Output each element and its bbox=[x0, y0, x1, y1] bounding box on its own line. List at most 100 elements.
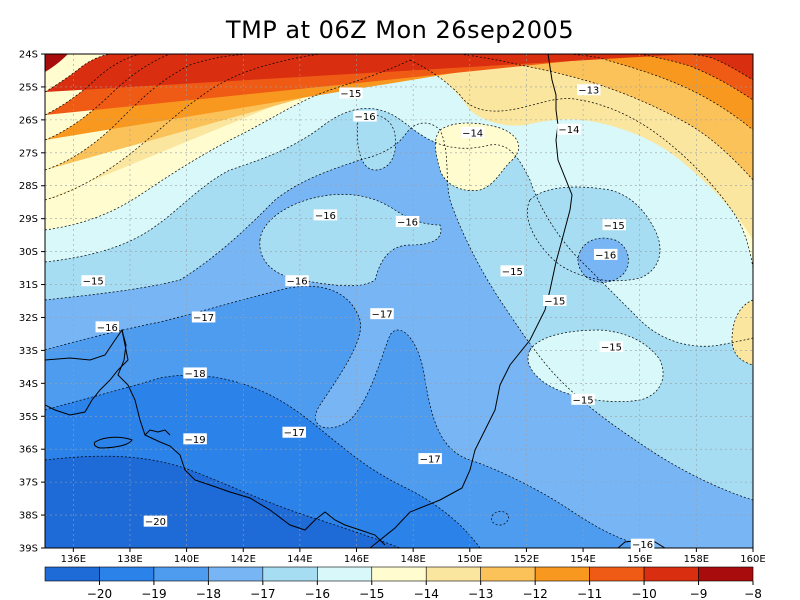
colorbar-swatch bbox=[317, 566, 373, 582]
contour-label-background bbox=[599, 341, 624, 353]
contour-label-text: −16 bbox=[354, 112, 375, 123]
colorbar-swatch bbox=[425, 566, 481, 582]
contour-label: −15 bbox=[602, 219, 626, 232]
contour-label: −16 bbox=[593, 248, 618, 261]
contour-label: −16 bbox=[313, 209, 338, 222]
contour-label-background bbox=[395, 215, 420, 227]
contour-label-text: −20 bbox=[145, 517, 166, 528]
y-tick-label: 24S bbox=[19, 50, 38, 61]
contour-line bbox=[491, 511, 509, 526]
x-tick-label: 154E bbox=[570, 554, 595, 565]
contour-line bbox=[45, 54, 171, 141]
x-tick-label: 142E bbox=[231, 554, 256, 565]
y-tick-label: 26S bbox=[19, 115, 38, 126]
latitude-axis: 24S 25S 26S 27S 28S 29S 30S 31S 32S 33S 34S 35S 36S 3… bbox=[19, 50, 45, 555]
contour-label-text: −16 bbox=[97, 323, 118, 334]
contour-label-background bbox=[370, 308, 394, 320]
colorbar-label: −19 bbox=[141, 587, 166, 600]
contour-label-background bbox=[460, 127, 485, 139]
field-pocket-minus-16-a bbox=[259, 194, 441, 286]
contour-label-background bbox=[418, 453, 442, 465]
contour-label: −16 bbox=[353, 110, 377, 123]
field-level-minus-10 bbox=[45, 54, 753, 92]
x-tick-label: 152E bbox=[514, 554, 539, 565]
contour-label-background bbox=[543, 295, 567, 306]
contour-label-background bbox=[339, 87, 363, 99]
contour-label-background bbox=[353, 110, 377, 122]
contour-label-text: −15 bbox=[601, 343, 622, 354]
contour-label: −15 bbox=[500, 265, 525, 278]
contour-line bbox=[45, 54, 251, 171]
field-pocket-minus-15 bbox=[528, 330, 664, 402]
y-tick-label: 37S bbox=[19, 478, 38, 489]
y-tick-label: 32S bbox=[19, 313, 38, 324]
colorbar-label: −15 bbox=[359, 587, 384, 600]
coastline-spencer bbox=[45, 329, 129, 416]
contour-label-background bbox=[191, 311, 216, 323]
map-frame bbox=[44, 53, 754, 549]
contour-line bbox=[45, 285, 651, 548]
colorbar-label: −11 bbox=[577, 587, 602, 600]
contour-label-text: −16 bbox=[286, 277, 307, 288]
contour-label-background bbox=[143, 515, 168, 527]
y-tick-label: 38S bbox=[19, 511, 38, 522]
y-tick-label: 29S bbox=[19, 214, 38, 225]
contour-label-background bbox=[630, 538, 655, 550]
x-tick-label: 158E bbox=[684, 554, 709, 565]
contour-label: −15 bbox=[599, 341, 624, 354]
contour-label-background bbox=[95, 321, 120, 333]
shaded-temperature-field bbox=[45, 54, 753, 548]
y-tick-label: 31S bbox=[19, 280, 38, 291]
y-tick-label: 35S bbox=[19, 412, 38, 423]
y-tick-label: 33S bbox=[19, 346, 38, 357]
contour-label: −16 bbox=[630, 538, 655, 551]
y-tick-label: 30S bbox=[19, 247, 38, 258]
colorbar-label: −17 bbox=[250, 587, 275, 600]
colorbar-label: −18 bbox=[196, 587, 221, 600]
x-tick-label: 156E bbox=[627, 554, 652, 565]
contour-label-text: −13 bbox=[578, 86, 599, 97]
chart-title: TMP at 06Z Mon 26sep2005 bbox=[225, 16, 575, 44]
contour-label-text: −17 bbox=[420, 455, 441, 466]
field-level-minus-9 bbox=[45, 54, 68, 72]
contour-label: −17 bbox=[370, 308, 394, 321]
contour-label: −15 bbox=[571, 393, 595, 406]
contour-label-background bbox=[500, 265, 525, 277]
colorbar-swatch bbox=[153, 566, 209, 582]
contour-line bbox=[435, 122, 520, 191]
y-tick-label: 36S bbox=[19, 445, 38, 456]
colorbar-swatch bbox=[643, 566, 699, 582]
colorbar-swatch bbox=[371, 566, 427, 582]
contour-line bbox=[45, 59, 411, 231]
contour-label: −14 bbox=[460, 127, 485, 140]
contour-label: −16 bbox=[285, 275, 309, 288]
colorbar-swatch bbox=[534, 566, 590, 582]
kangaroo-island bbox=[93, 436, 133, 449]
colorbar-label: −10 bbox=[631, 587, 656, 600]
contour-line bbox=[569, 54, 753, 131]
contour-label-background bbox=[557, 123, 581, 135]
contour-label-text: −15 bbox=[604, 221, 625, 232]
colorbar-label: −20 bbox=[87, 587, 112, 600]
contour-label: −18 bbox=[183, 367, 207, 380]
contour-label: −20 bbox=[143, 515, 168, 528]
colorbar-swatch bbox=[99, 566, 155, 582]
contour-lines bbox=[45, 54, 753, 548]
contour-line bbox=[45, 54, 321, 201]
contour-labels: −15 −13 −16 −14 −14 −16 −16 −15 −16 −15 −15 −16 −15 −… bbox=[81, 84, 655, 551]
contour-label-background bbox=[313, 209, 338, 221]
colorbar: −20 −19 −18 −17 −16 −15 −14 −13 −12 −11 −10 −9 −8 bbox=[44, 566, 762, 600]
contour-label: −15 bbox=[543, 295, 567, 308]
contour-label-text: −18 bbox=[185, 369, 206, 380]
contour-label-text: −14 bbox=[558, 125, 579, 136]
contour-label-text: −16 bbox=[595, 250, 616, 261]
contour-label-text: −17 bbox=[371, 310, 392, 321]
contour-label: −15 bbox=[81, 275, 105, 288]
contour-label-text: −15 bbox=[544, 297, 565, 308]
colorbar-label: −12 bbox=[522, 587, 547, 600]
field-right-warm-bulge bbox=[732, 300, 753, 365]
contour-label-text: −17 bbox=[193, 313, 214, 324]
contour-line bbox=[527, 186, 661, 282]
x-tick-label: 150E bbox=[457, 554, 482, 565]
